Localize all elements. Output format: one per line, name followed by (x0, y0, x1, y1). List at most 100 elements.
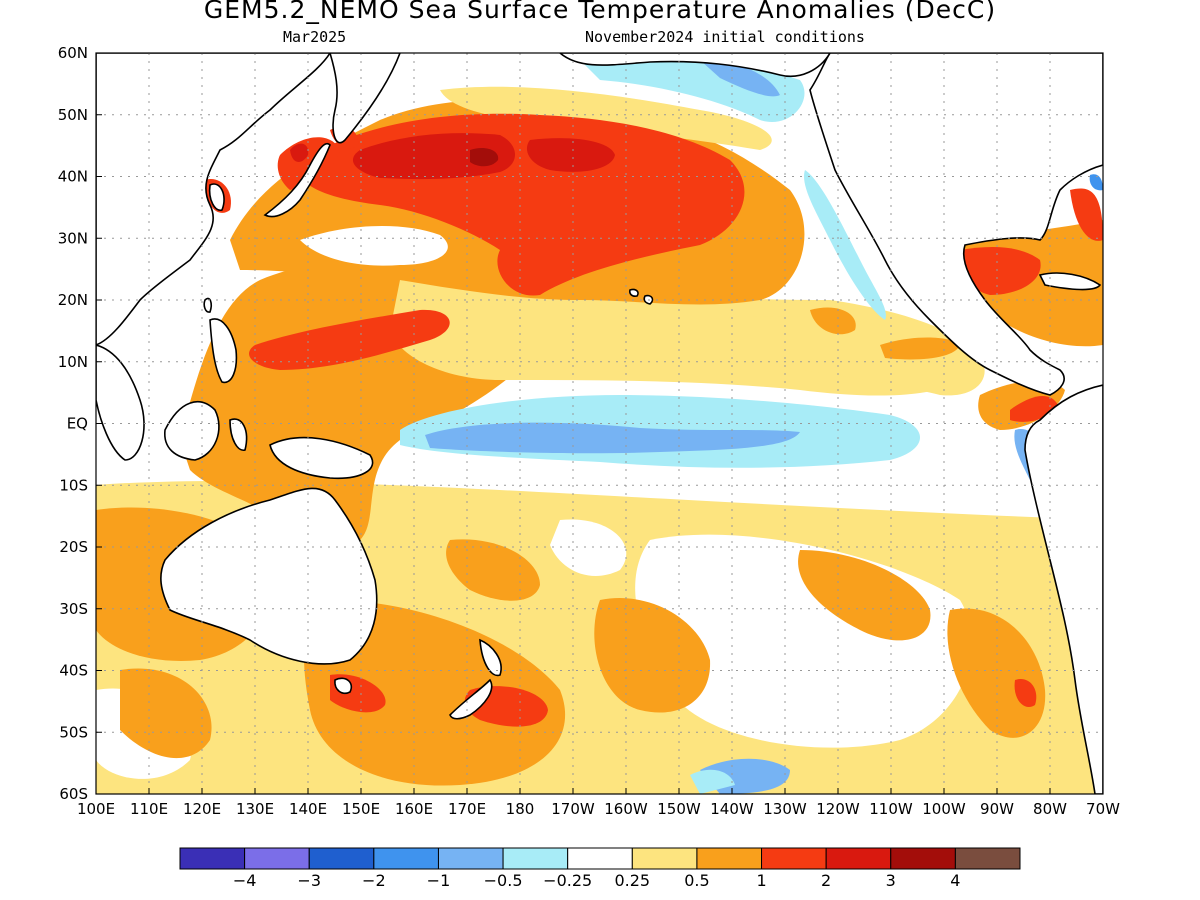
land-nz-north (479, 638, 502, 677)
colorbar-label: 1 (756, 871, 766, 890)
anomaly-south-orange (446, 539, 540, 601)
colorbar-swatch (502, 847, 569, 870)
colorbar-swatch (179, 847, 246, 870)
lon-tick-label: 170W (551, 800, 595, 818)
anomaly-peru-red (1014, 679, 1037, 708)
lat-tick-label: 10N (58, 353, 88, 371)
lon-axis: 100E 110E 120E 130E 140E 150E 160E 170E 180 170W 1… (77, 788, 1120, 818)
anomaly-north-pacific-core (470, 148, 499, 167)
lon-tick-label: 160W (604, 800, 648, 818)
land-indochina (96, 344, 145, 461)
colorbar-label: 2 (821, 871, 831, 890)
anomaly-south-orange (947, 608, 1046, 738)
anomaly-south-orange (798, 550, 931, 641)
anomaly-north-pacific-deepred (526, 138, 615, 172)
lat-tick-label: 10S (59, 476, 88, 494)
lat-tick-label: 20N (58, 291, 88, 309)
land-asia (96, 53, 331, 346)
lon-tick-label: 110W (869, 800, 913, 818)
land-borneo (164, 401, 220, 461)
land-kamchatka (329, 53, 401, 144)
anomaly-nw-white-gap (300, 225, 448, 266)
land-korea (208, 183, 225, 211)
colorbar-swatch (761, 847, 827, 870)
anomaly-japan-deepred (290, 143, 309, 162)
anomaly-atlantic-cold (1089, 174, 1103, 191)
lon-tick-label: 150W (657, 800, 701, 818)
anomaly-south-cold-light (690, 769, 735, 794)
land-north-america (809, 53, 1103, 396)
anomaly-south-orange (594, 598, 711, 713)
anomaly-east-yellow (696, 316, 985, 396)
anomaly-east-orange (810, 307, 856, 335)
lon-tick-label: 70W (1086, 800, 1120, 818)
lat-tick-label: 50S (59, 723, 88, 741)
chart-title: GEM5.2_NEMO Sea Surface Temperature Anom… (203, 0, 997, 24)
lon-tick-label: 180 (506, 800, 535, 818)
anomaly-alaska-cold-mid (700, 60, 780, 97)
lon-tick-label: 110E (130, 800, 168, 818)
colorbar-swatch (373, 847, 439, 870)
colorbar-label: −1 (427, 871, 451, 890)
anomaly-warm-pool-red (249, 309, 450, 370)
lat-tick-label: 50N (58, 106, 88, 124)
lon-tick-label: 130W (763, 800, 807, 818)
colorbar-label: −4 (233, 871, 257, 890)
lon-tick-label: 140W (710, 800, 754, 818)
anomaly-north-pacific-deepred (352, 133, 515, 180)
lon-tick-label: 100E (77, 800, 115, 818)
lat-axis: 60N 50N 40N 30N 20N 10N EQ 10S 20S 30S 40S 50S 60S (58, 44, 102, 803)
lon-tick-label: 80W (1033, 800, 1067, 818)
anomaly-south-orange (304, 600, 566, 786)
colorbar-swatch (890, 847, 956, 870)
land-nz-south (449, 678, 493, 720)
lon-tick-label: 130E (236, 800, 274, 818)
lon-tick-label: 120E (183, 800, 221, 818)
anomaly-california-cold (804, 170, 886, 320)
anomaly-south-orange (120, 668, 212, 759)
colorbar-label: −0.5 (484, 871, 523, 890)
colorbar-label: −0.25 (543, 871, 592, 890)
colorbar-swatch (567, 847, 633, 870)
anomaly-north-pacific-yellow (440, 86, 772, 150)
valid-month: Mar2025 (283, 28, 347, 46)
land-taiwan (203, 297, 212, 313)
colorbar-label: 0.5 (684, 871, 709, 890)
anomaly-east-orange (880, 337, 960, 360)
lat-tick-label: 30N (58, 229, 88, 247)
anomaly-gulf-red (959, 247, 1041, 295)
colorbar-label: −2 (362, 871, 386, 890)
grid-lines (96, 53, 1103, 794)
anomaly-cold-tongue-mid (425, 422, 800, 454)
lon-tick-label: 150E (342, 800, 380, 818)
colorbar-label: 0.25 (614, 871, 650, 890)
lat-tick-label: 20S (59, 538, 88, 556)
lat-tick-label: EQ (67, 415, 88, 433)
land-alaska (558, 53, 831, 77)
colorbar-swatch (308, 847, 375, 870)
land-hawaii (629, 288, 639, 297)
lon-tick-label: 100W (922, 800, 966, 818)
lat-tick-label: 40N (58, 168, 88, 186)
lat-tick-label: 40S (59, 662, 88, 680)
lon-tick-label: 140E (289, 800, 327, 818)
lon-tick-label: 120W (816, 800, 860, 818)
lat-tick-label: 60N (58, 44, 88, 62)
coastlines (96, 53, 1103, 794)
land-tasmania (334, 677, 353, 695)
land-new-guinea (269, 436, 374, 480)
lon-tick-label: 170E (448, 800, 486, 818)
colorbar-swatch (244, 847, 310, 870)
colorbar-swatch (954, 847, 1021, 870)
lon-tick-label: 160E (395, 800, 433, 818)
colorbar-swatch (696, 847, 763, 870)
colorbar-swatch (825, 847, 892, 870)
anomaly-south-white-patch (550, 519, 627, 576)
anomaly-atlantic-red (1070, 188, 1103, 241)
lon-tick-label: 90W (980, 800, 1014, 818)
land-sulawesi (229, 418, 248, 451)
lat-tick-label: 60S (59, 785, 88, 803)
land-australia (160, 487, 378, 665)
init-conditions: November2024 initial conditions (585, 28, 865, 46)
